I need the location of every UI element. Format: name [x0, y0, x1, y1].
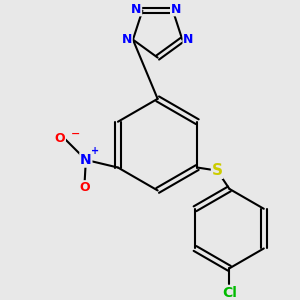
- Text: O: O: [79, 181, 90, 194]
- Text: +: +: [91, 146, 99, 156]
- Text: S: S: [212, 163, 223, 178]
- Text: N: N: [131, 3, 142, 16]
- Text: N: N: [183, 33, 194, 46]
- Text: O: O: [55, 132, 65, 145]
- Text: N: N: [80, 153, 92, 167]
- Text: −: −: [70, 129, 80, 139]
- Text: N: N: [122, 33, 132, 46]
- Text: Cl: Cl: [222, 286, 237, 300]
- Text: N: N: [171, 3, 181, 16]
